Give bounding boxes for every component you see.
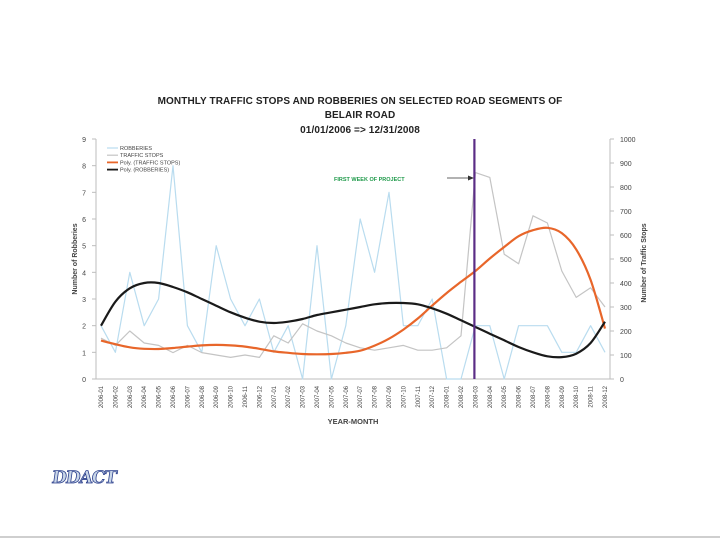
annotation-arrow-head <box>468 175 474 181</box>
x-tick-label: 2008-05 <box>502 385 508 408</box>
x-axis-title: YEAR-MONTH <box>328 417 379 426</box>
x-tick-label: 2006-12 <box>257 385 263 408</box>
right-tick-label: 500 <box>620 257 632 264</box>
right-tick-label: 200 <box>620 329 632 336</box>
x-tick-label: 2007-12 <box>430 385 436 408</box>
x-tick-label: 2006-11 <box>243 385 249 407</box>
x-tick-label: 2006-07 <box>185 385 191 408</box>
left-tick-label: 5 <box>82 244 86 251</box>
x-tick-label: 2006-06 <box>171 385 177 408</box>
x-tick-label: 2007-05 <box>329 385 335 408</box>
left-tick-label: 0 <box>82 377 86 384</box>
legend-label: TRAFFIC STOPS <box>120 153 164 159</box>
x-tick-label: 2007-04 <box>315 385 321 408</box>
x-tick-label: 2006-05 <box>157 385 163 408</box>
left-tick-label: 8 <box>82 164 86 171</box>
right-tick-label: 600 <box>620 233 632 240</box>
x-tick-label: 2007-07 <box>358 385 364 408</box>
x-tick-label: 2007-02 <box>286 385 292 408</box>
x-tick-label: 2006-03 <box>128 385 134 408</box>
right-tick-label: 0 <box>620 377 624 384</box>
right-tick-label: 700 <box>620 209 632 216</box>
x-tick-label: 2006-01 <box>99 385 105 408</box>
legend-label: ROBBERIES <box>120 146 152 152</box>
right-tick-label: 100 <box>620 353 632 360</box>
right-tick-label: 800 <box>620 185 632 192</box>
left-tick-label: 7 <box>82 190 86 197</box>
series-line-poly-robberies <box>100 281 606 359</box>
x-tick-label: 2007-03 <box>301 385 307 408</box>
project-annotation-label: FIRST WEEK OF PROJECT <box>334 177 405 183</box>
right-axis-title: Number of Traffic Stops <box>641 223 648 302</box>
x-tick-label: 2006-08 <box>200 385 206 408</box>
x-tick-label: 2007-09 <box>387 385 393 408</box>
x-tick-label: 2007-06 <box>344 385 350 408</box>
left-tick-label: 3 <box>82 297 86 304</box>
x-tick-label: 2008-08 <box>545 385 551 408</box>
x-tick-label: 2008-09 <box>560 385 566 408</box>
ddact-logo: DDACT <box>50 468 118 489</box>
chart-title-line-1: MONTHLY TRAFFIC STOPS AND ROBBERIES ON S… <box>157 96 563 107</box>
right-tick-label: 400 <box>620 281 632 288</box>
right-tick-label: 300 <box>620 305 632 312</box>
x-tick-label: 2008-03 <box>473 385 479 408</box>
x-tick-label: 2007-11 <box>416 385 422 407</box>
x-tick-label: 2006-02 <box>113 385 119 408</box>
left-tick-label: 1 <box>82 350 86 357</box>
footer-divider <box>0 536 720 538</box>
left-tick-label: 6 <box>82 217 86 224</box>
x-tick-label: 2008-10 <box>574 385 580 408</box>
left-tick-label: 2 <box>82 324 86 331</box>
legend-label: Poly. (ROBBERIES) <box>120 168 169 174</box>
x-tick-label: 2008-02 <box>459 385 465 408</box>
x-tick-label: 2008-12 <box>603 385 609 408</box>
right-tick-label: 1000 <box>620 137 636 144</box>
x-tick-label: 2006-04 <box>142 385 148 408</box>
x-tick-label: 2007-01 <box>272 385 278 408</box>
x-tick-label: 2008-07 <box>531 385 537 408</box>
left-axis-title: Number of Robberies <box>72 223 79 294</box>
chart-date-range: 01/01/2006 => 12/31/2008 <box>300 125 420 136</box>
x-tick-label: 2008-11 <box>589 385 595 407</box>
x-tick-label: 2008-04 <box>488 385 494 408</box>
chart-title-line-2: BELAIR ROAD <box>324 110 396 121</box>
x-tick-label: 2006-09 <box>214 385 220 408</box>
right-tick-label: 900 <box>620 161 632 168</box>
x-tick-label: 2006-10 <box>229 385 235 408</box>
x-tick-label: 2008-01 <box>445 385 451 408</box>
series-line-robberies <box>100 165 606 380</box>
x-tick-label: 2008-06 <box>517 385 523 408</box>
x-tick-label: 2007-08 <box>373 385 379 408</box>
left-tick-label: 4 <box>82 270 86 277</box>
x-tick-label: 2007-10 <box>401 385 407 408</box>
legend-label: Poly. (TRAFFIC STOPS) <box>120 160 180 166</box>
series-line-poly-traffic-stops <box>100 226 607 356</box>
left-tick-label: 9 <box>82 137 86 144</box>
